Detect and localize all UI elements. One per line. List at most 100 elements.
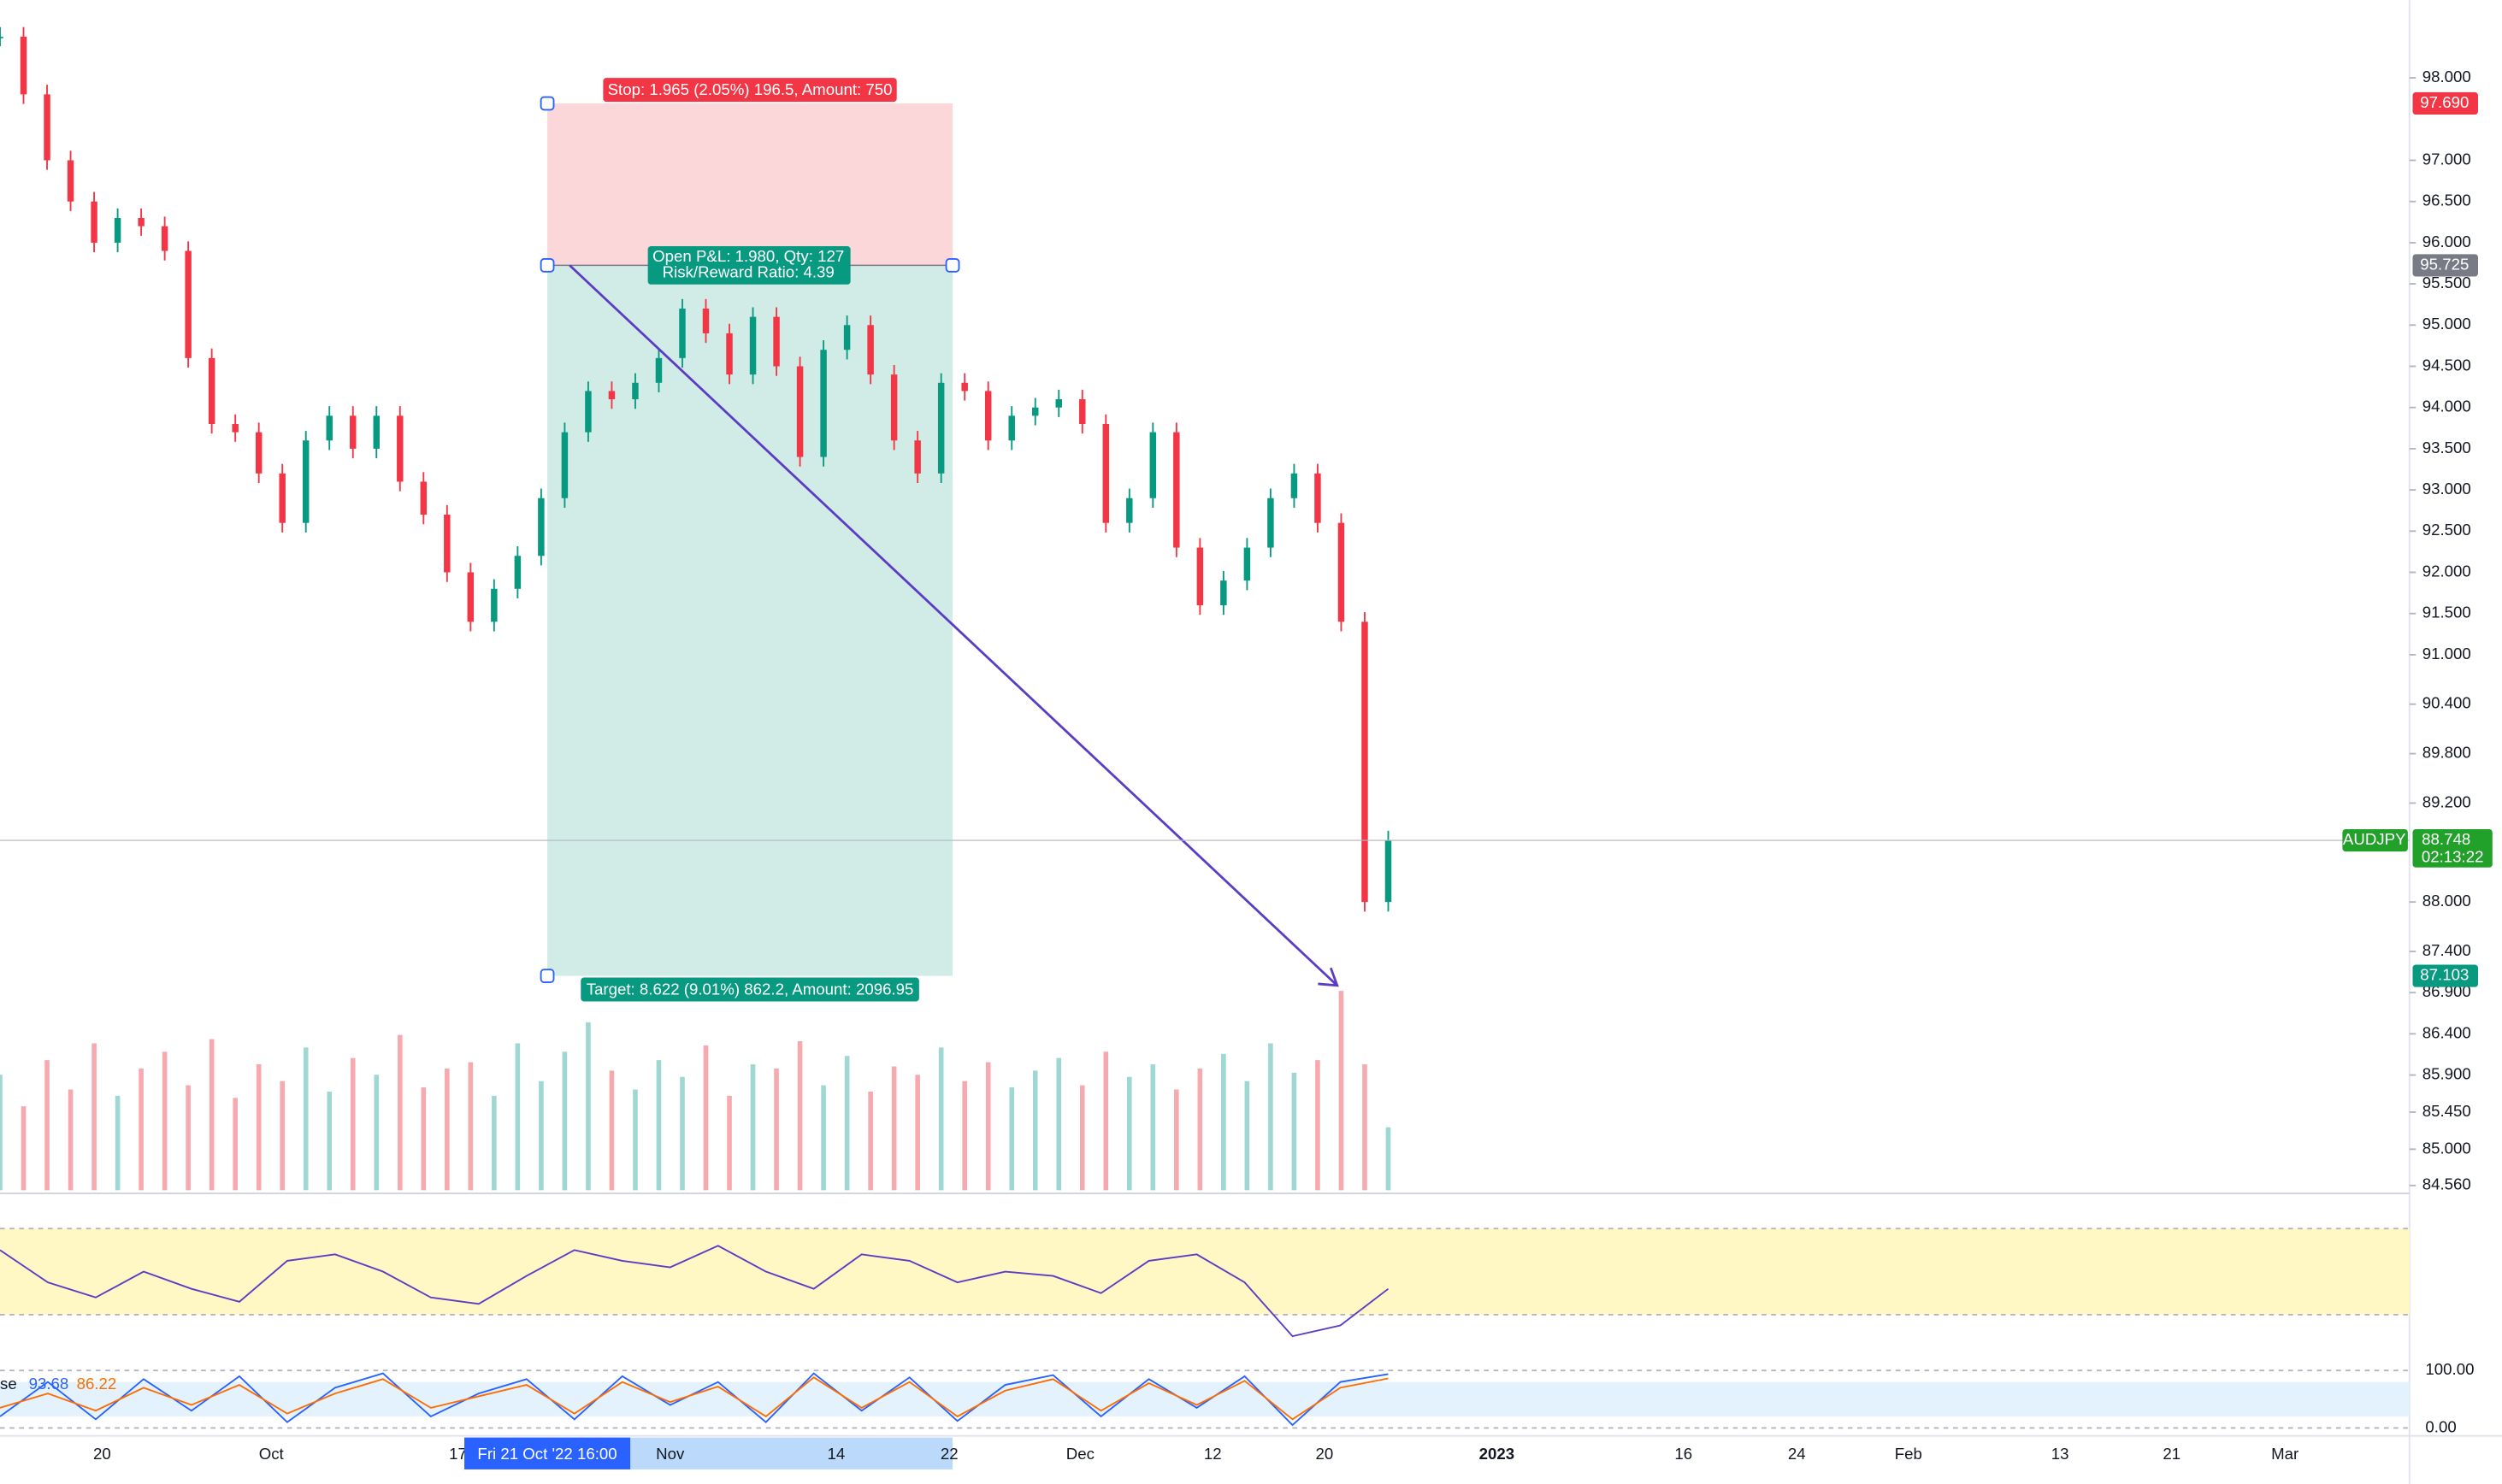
volume-bar (915, 1075, 920, 1191)
candle (326, 415, 333, 441)
volume-bar (562, 1051, 568, 1191)
candle (1314, 473, 1321, 523)
y-tick-label: 85.000 (2422, 1139, 2471, 1157)
volume-bar (186, 1085, 191, 1191)
candle (67, 160, 74, 202)
y-tick-label: 92.500 (2422, 521, 2471, 539)
volume-bar (962, 1081, 967, 1191)
stoch-k-line (0, 1372, 1389, 1427)
volume-bar (397, 1034, 403, 1191)
trend-arrow (569, 264, 1338, 986)
y-tick-label: 89.800 (2422, 744, 2471, 762)
volume-bar (727, 1095, 732, 1191)
candle (467, 572, 475, 622)
symbol-tag-label: AUDJPY (2343, 830, 2406, 848)
y-tick-label: 90.400 (2422, 694, 2471, 712)
price-tag (2412, 91, 2479, 115)
volume-bar (633, 1089, 638, 1191)
arrow-head (1318, 967, 1339, 987)
handle[interactable] (540, 969, 555, 984)
volume-bar (1150, 1064, 1156, 1191)
volume-bar (844, 1056, 850, 1191)
candle (20, 36, 27, 95)
candle (44, 94, 50, 161)
candle (773, 316, 780, 367)
y-tick-label: 92.000 (2422, 562, 2471, 580)
candle (0, 36, 3, 38)
handle[interactable] (945, 258, 960, 273)
candle (796, 366, 804, 457)
x-tick-label: 20 (93, 1445, 111, 1463)
candle (232, 423, 239, 433)
crosshair-time: Fri 21 Oct '22 16:00 (477, 1445, 617, 1463)
candle (655, 357, 663, 383)
volume-bar (1385, 1127, 1391, 1191)
volume-bar (868, 1091, 873, 1191)
x-tick-label: 14 (827, 1445, 845, 1463)
y-tick-label: 94.500 (2422, 356, 2471, 374)
x-tick-label: 2023 (1479, 1445, 1515, 1463)
volume-bar (445, 1068, 450, 1191)
volume-bar (750, 1064, 756, 1191)
volume-bar (327, 1091, 333, 1191)
handle[interactable] (540, 258, 555, 273)
x-tick-label: Mar (2271, 1445, 2298, 1463)
candle (1008, 415, 1015, 441)
volume-bar (1315, 1060, 1320, 1191)
volume-bar (303, 1047, 309, 1191)
volume-bar (891, 1066, 897, 1191)
volume-bar (492, 1095, 497, 1191)
candle (843, 325, 851, 350)
volume-bar (468, 1062, 474, 1191)
y-tick-label: 96.000 (2422, 233, 2471, 250)
stop-label: Stop: 1.965 (2.05%) 196.5, Amount: 750 (608, 80, 893, 98)
candle (373, 415, 380, 449)
candle (961, 382, 968, 392)
y-tick-label: 87.400 (2422, 941, 2471, 959)
price-tag-label: 87.103 (2420, 966, 2469, 984)
crosshair-range (630, 1437, 953, 1469)
last-price-label: 88.748 (2422, 830, 2470, 848)
x-tick-label: 12 (1204, 1445, 1222, 1463)
candle (1361, 621, 1368, 903)
volume-bar (139, 1068, 144, 1191)
y-tick-label: 85.900 (2422, 1065, 2471, 1083)
rr-label: Risk/Reward Ratio: 4.39 (663, 263, 835, 281)
x-tick-label: 16 (1674, 1445, 1692, 1463)
candle (820, 350, 827, 457)
candle (491, 588, 498, 622)
x-tick-label: Feb (1895, 1445, 1922, 1463)
price-tag-label: 97.690 (2420, 93, 2469, 111)
candle (1384, 840, 1392, 903)
target-label: Target: 8.622 (9.01%) 862.2, Amount: 209… (587, 980, 914, 998)
candle (632, 382, 639, 400)
x-tick-label: Nov (656, 1445, 685, 1463)
y-tick-label: 93.500 (2422, 439, 2471, 456)
volume-bar (656, 1060, 662, 1191)
volume-bar (1009, 1087, 1015, 1191)
pnl-label-box (647, 246, 851, 285)
candle (1032, 407, 1039, 416)
volume-bar (797, 1041, 803, 1191)
volume-bar (1362, 1064, 1367, 1191)
x-tick-label: 13 (2051, 1445, 2069, 1463)
stoch-title: se (0, 1375, 17, 1393)
stop-label-box (603, 78, 897, 103)
handle[interactable] (540, 96, 555, 111)
candle (255, 432, 263, 474)
stoch-tick-label: 100.00 (2425, 1360, 2474, 1378)
candle (1102, 423, 1110, 523)
candle (937, 382, 945, 474)
volume-bar (209, 1039, 215, 1191)
rsi-band (0, 1228, 2410, 1315)
y-tick-label: 91.000 (2422, 645, 2471, 662)
y-tick-label: 95.500 (2422, 274, 2471, 292)
volume-bar (703, 1045, 709, 1191)
volume-bar (374, 1075, 380, 1191)
volume-bar (821, 1085, 826, 1191)
volume-bar (233, 1098, 238, 1191)
candle (867, 325, 874, 375)
candle (702, 309, 710, 333)
candle (514, 556, 522, 589)
